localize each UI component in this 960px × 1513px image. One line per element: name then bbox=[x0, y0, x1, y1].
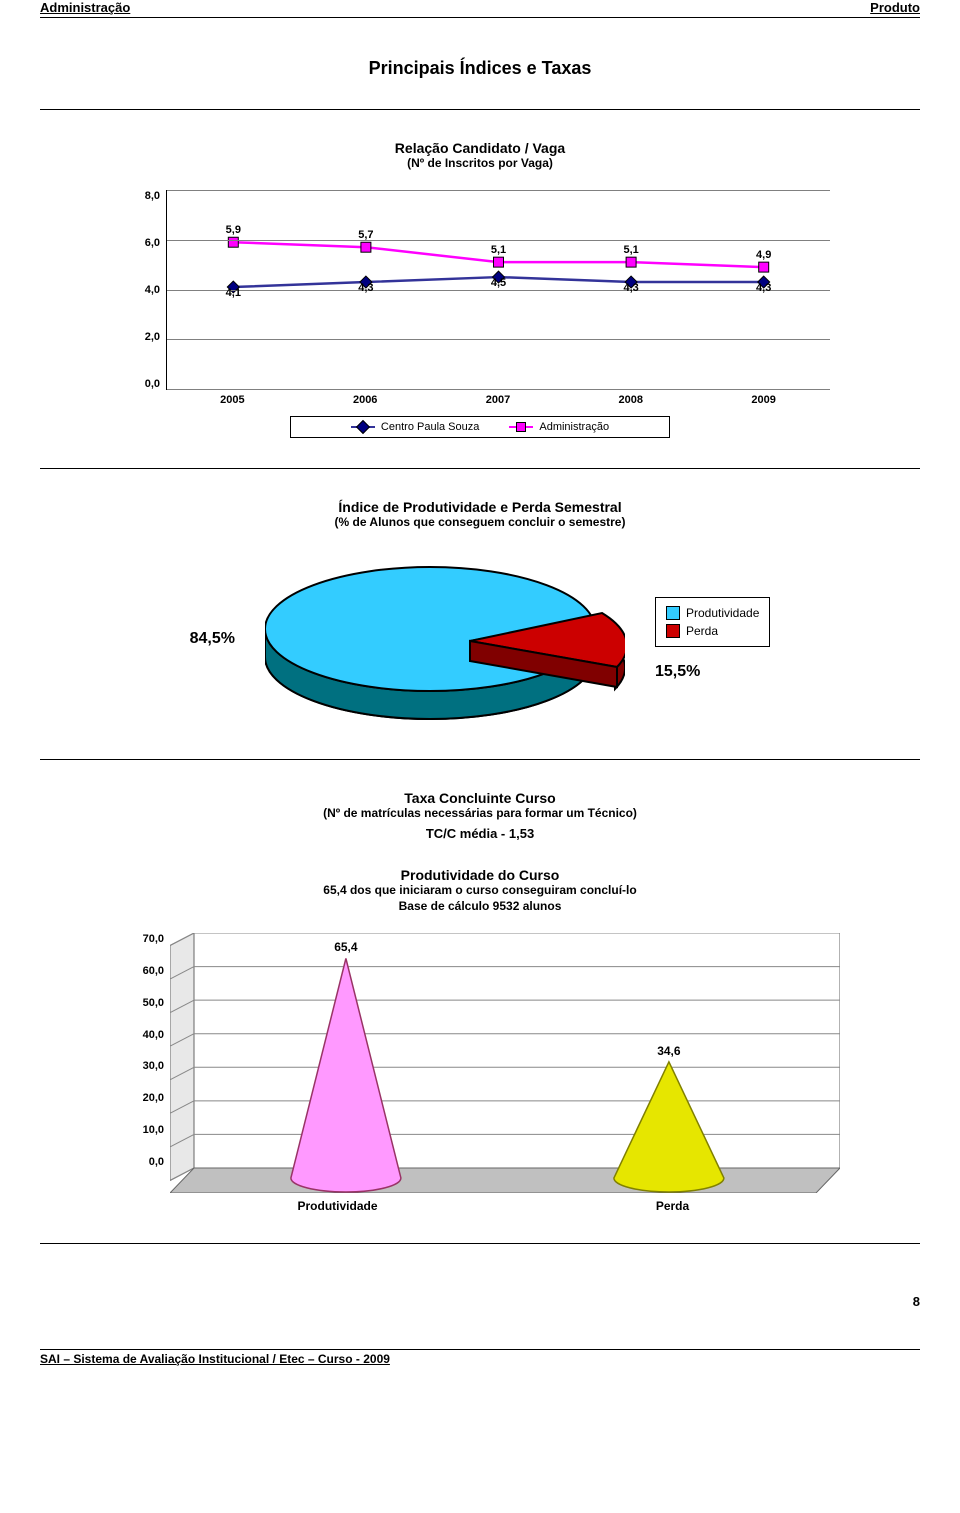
divider bbox=[40, 759, 920, 760]
line-chart-subtitle: (Nº de Inscritos por Vaga) bbox=[40, 156, 920, 170]
ytick-label: 0,0 bbox=[130, 378, 160, 390]
xtick-label: 2008 bbox=[564, 390, 697, 406]
legend-item: Administração bbox=[509, 421, 609, 433]
ytick-label: 60,0 bbox=[120, 965, 164, 977]
xtick-label: 2009 bbox=[697, 390, 830, 406]
tcc-metric: TC/C média - 1,53 bbox=[40, 826, 920, 841]
ytick-label: 50,0 bbox=[120, 997, 164, 1009]
line-chart-title: Relação Candidato / Vaga bbox=[40, 140, 920, 156]
xtick-label: 2005 bbox=[166, 390, 299, 406]
page-number: 8 bbox=[40, 1294, 920, 1309]
xtick-label: Perda bbox=[505, 1193, 840, 1213]
page-title: Principais Índices e Taxas bbox=[40, 58, 920, 79]
cone-chart-yaxis: 70,0 60,0 50,0 40,0 30,0 20,0 10,0 0,0 bbox=[120, 933, 164, 1168]
ytick-label: 4,0 bbox=[130, 284, 160, 296]
xtick-label: Produtividade bbox=[170, 1193, 505, 1213]
data-label: 4,9 bbox=[756, 249, 771, 261]
data-label: 5,1 bbox=[623, 244, 638, 256]
xtick-label: 2006 bbox=[299, 390, 432, 406]
pie-label-perda: 15,5% bbox=[655, 663, 700, 681]
legend-item: Centro Paula Souza bbox=[351, 421, 479, 433]
pie-chart-title: Índice de Produtividade e Perda Semestra… bbox=[40, 499, 920, 515]
ytick-label: 0,0 bbox=[120, 1156, 164, 1168]
pie-label-produtividade: 84,5% bbox=[190, 630, 235, 648]
data-label: 4,5 bbox=[491, 277, 506, 289]
ytick-label: 40,0 bbox=[120, 1029, 164, 1041]
legend-item: Produtividade bbox=[666, 604, 759, 622]
line-chart-plot: 4,1 4,3 4,5 4,3 4,3 5,9 5,7 5,1 5,1 4,9 bbox=[166, 190, 830, 390]
data-label: 65,4 bbox=[334, 940, 357, 954]
data-label: 4,1 bbox=[226, 287, 241, 299]
pie-chart-legend: ProdutividadePerda bbox=[655, 597, 770, 647]
data-label: 5,7 bbox=[358, 229, 373, 241]
cone-chart-xaxis: ProdutividadePerda bbox=[170, 1193, 840, 1213]
legend-item: Perda bbox=[666, 622, 759, 640]
divider bbox=[40, 468, 920, 469]
pie-chart-subtitle: (% de Alunos que conseguem concluir o se… bbox=[40, 515, 920, 529]
pie-chart-stage bbox=[265, 549, 625, 729]
ytick-label: 6,0 bbox=[130, 237, 160, 249]
data-label: 4,3 bbox=[756, 282, 771, 294]
pie-chart: 84,5% ProdutividadePerda 15,5% bbox=[40, 549, 920, 729]
ytick-label: 10,0 bbox=[120, 1124, 164, 1136]
tcc-title: Taxa Concluinte Curso bbox=[40, 790, 920, 806]
data-label: 5,1 bbox=[491, 244, 506, 256]
header-right: Produto bbox=[870, 0, 920, 15]
xtick-label: 2007 bbox=[432, 390, 565, 406]
cone-chart-stage: 70,060,050,040,030,020,010,00,0 65,434,6 bbox=[170, 933, 840, 1193]
divider bbox=[40, 109, 920, 110]
footer-text: SAI – Sistema de Avaliação Institucional… bbox=[40, 1350, 920, 1366]
divider bbox=[40, 1243, 920, 1244]
data-label: 4,3 bbox=[358, 282, 373, 294]
cone-chart-title: Produtividade do Curso bbox=[40, 867, 920, 883]
data-label: 5,9 bbox=[226, 224, 241, 236]
page-header: Administração Produto bbox=[40, 0, 920, 18]
ytick-label: 30,0 bbox=[120, 1060, 164, 1072]
ytick-label: 70,0 bbox=[120, 933, 164, 945]
line-chart-legend: Centro Paula Souza Administração bbox=[290, 416, 670, 438]
line-chart-xaxis: 20052006200720082009 bbox=[166, 390, 830, 406]
tcc-subtitle: (Nº de matrículas necessárias para forma… bbox=[40, 806, 920, 820]
line-chart-yaxis: 8,0 6,0 4,0 2,0 0,0 bbox=[130, 190, 166, 390]
ytick-label: 8,0 bbox=[130, 190, 160, 202]
data-label: 34,6 bbox=[657, 1044, 680, 1058]
cone-chart-subtitle-2: Base de cálculo 9532 alunos bbox=[40, 899, 920, 913]
ytick-label: 2,0 bbox=[130, 331, 160, 343]
line-chart: 8,0 6,0 4,0 2,0 0,0 4,1 4,3 4,5 4,3 4,3 5,9 5,7 5,1… bbox=[130, 190, 830, 438]
data-label: 4,3 bbox=[623, 282, 638, 294]
header-left: Administração bbox=[40, 0, 130, 15]
cone-chart-subtitle-1: 65,4 dos que iniciaram o curso conseguir… bbox=[40, 883, 920, 897]
ytick-label: 20,0 bbox=[120, 1092, 164, 1104]
cone-chart: 70,0 60,0 50,0 40,0 30,0 20,0 10,0 0,0 65,4 34,6… bbox=[120, 933, 840, 1213]
